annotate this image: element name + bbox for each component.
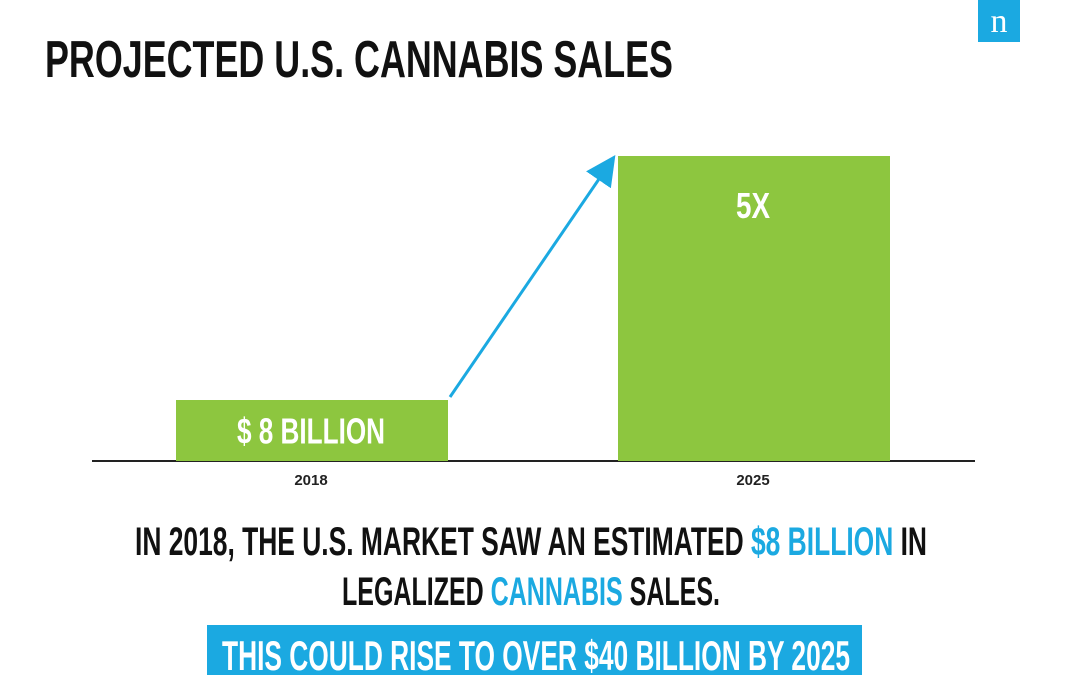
growth-arrow: [448, 155, 616, 398]
banner-text: THIS COULD RISE TO OVER $40 BILLION BY 2…: [222, 632, 850, 675]
summary-text: SALES.: [623, 570, 720, 614]
summary-text: LEGALIZED: [342, 570, 491, 614]
summary-text: IN 2018, THE U.S. MARKET SAW AN ESTIMATE…: [135, 520, 751, 564]
highlight-text: CANNABIS: [491, 570, 623, 614]
bar: [618, 156, 890, 461]
banner: [207, 625, 862, 675]
bar: [176, 400, 448, 461]
highlight-text: $8 BILLION: [751, 520, 893, 564]
x-tick-label: 2018: [294, 472, 327, 489]
summary-line: IN 2018, THE U.S. MARKET SAW AN ESTIMATE…: [135, 520, 927, 564]
summary-line: LEGALIZED CANNABIS SALES.: [342, 570, 720, 614]
chart-title: PROJECTED U.S. CANNABIS SALES: [45, 31, 673, 89]
value-label: $ 8 BILLION: [237, 411, 385, 452]
summary-text: IN: [893, 520, 927, 564]
logo: n: [991, 3, 1008, 40]
x-tick-label: 2025: [736, 472, 769, 489]
logo-box: [978, 0, 1020, 42]
annotation: 5X: [736, 185, 770, 226]
